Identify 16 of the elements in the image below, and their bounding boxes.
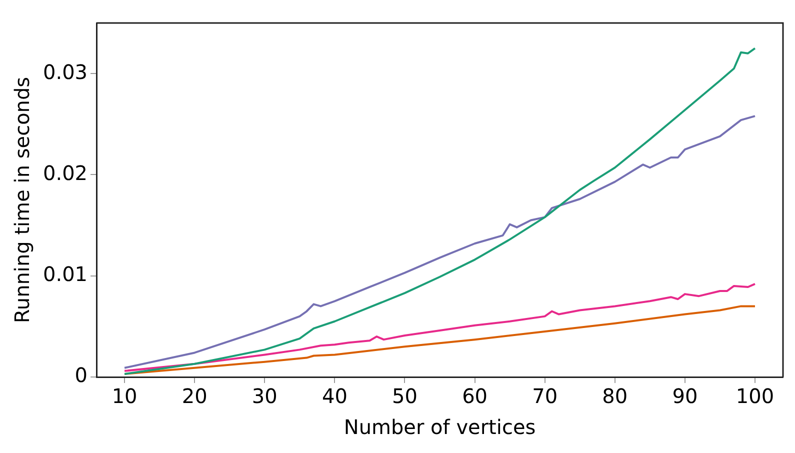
x-tick-label: 50 (392, 384, 418, 408)
x-tick-label: 30 (252, 384, 278, 408)
y-tick-label: 0.01 (43, 262, 88, 286)
x-tick-label: 90 (672, 384, 698, 408)
y-axis-title: Running time in seconds (10, 76, 34, 324)
x-tick-label: 100 (736, 384, 774, 408)
y-tick-label: 0 (74, 363, 88, 388)
y-tick-label: 0.02 (43, 160, 88, 185)
x-tick-label: 80 (602, 384, 628, 408)
x-tick-label: 70 (532, 384, 558, 408)
x-tick-label: 40 (322, 384, 348, 408)
x-tick-label: 60 (462, 384, 488, 408)
y-tick-label: 0.03 (43, 60, 88, 84)
x-axis-title: Number of vertices (344, 415, 536, 440)
x-tick-label: 20 (182, 384, 208, 408)
x-tick-label: 10 (112, 384, 138, 408)
